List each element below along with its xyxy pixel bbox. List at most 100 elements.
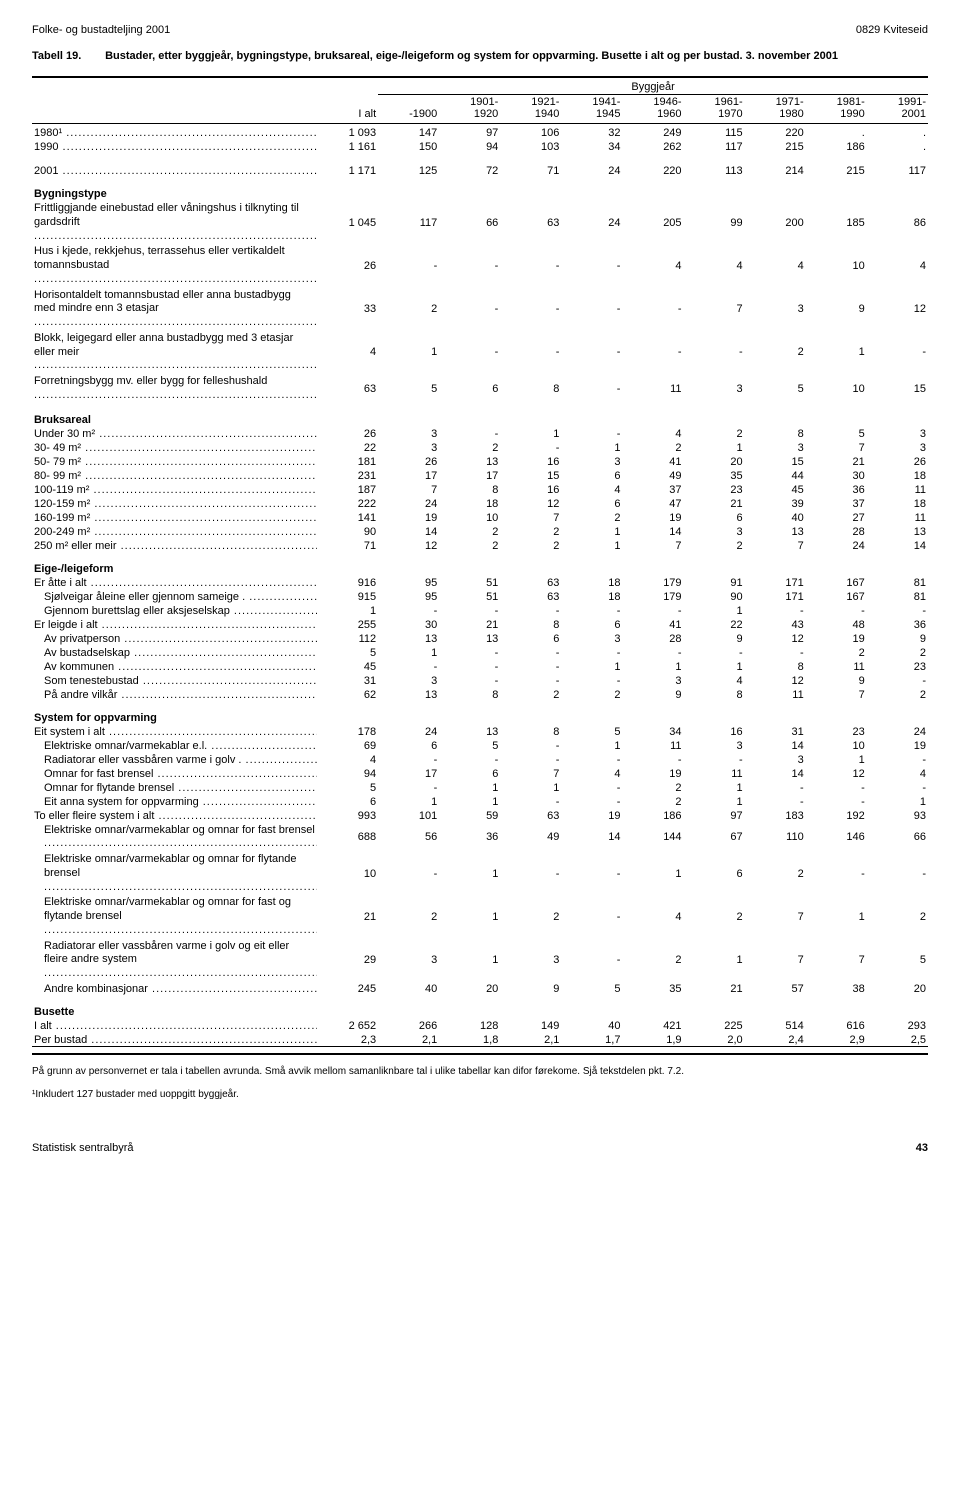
cell: 90 [317,525,378,539]
cell: 13 [867,525,928,539]
footer-right: 43 [916,1142,928,1154]
row-label: Eit anna system for oppvarming [32,795,317,809]
table-title: Tabell 19. Bustader, etter byggjeår, byg… [32,50,928,62]
cell: 215 [806,164,867,178]
cell: 103 [500,140,561,154]
super-header: Byggjeår [378,80,928,95]
cell: 21 [806,455,867,469]
cell: 5 [745,374,806,404]
cell: 110 [745,823,806,853]
cell: 24 [378,725,439,739]
cell: 30 [378,618,439,632]
cell: 6 [500,632,561,646]
cell: 63 [500,201,561,244]
table-row: Horisontaldelt tomannsbustad eller anna … [32,288,928,331]
cell: - [561,244,622,287]
table-row: Elektriske omnar/varmekablar og omnar fo… [32,823,928,853]
col-1921: 1921- 1940 [500,95,561,124]
cell: 916 [317,576,378,590]
cell: 144 [622,823,683,853]
cell: 231 [317,469,378,483]
row-label: Eit system i alt [32,725,317,739]
cell: 2 [684,539,745,553]
cell: - [622,753,683,767]
cell: 41 [622,455,683,469]
cell: 4 [622,895,683,938]
cell: 3 [684,525,745,539]
cell: 4 [317,331,378,374]
cell: 6 [561,469,622,483]
cell: 21 [439,618,500,632]
cell: 35 [684,469,745,483]
cell: 27 [806,511,867,525]
cell: 3 [867,441,928,455]
cell: 7 [806,688,867,702]
cell: 26 [378,455,439,469]
cell: 18 [867,469,928,483]
cell: 23 [867,660,928,674]
cell: 49 [622,469,683,483]
cell: 44 [745,469,806,483]
cell: 11 [622,374,683,404]
cell: 2 [684,895,745,938]
cell: 7 [745,895,806,938]
cell: 36 [867,618,928,632]
cell: 14 [745,767,806,781]
cell: 5 [317,781,378,795]
cell: - [561,939,622,982]
cell: 67 [684,823,745,853]
footnote-2: ¹Inkludert 127 bustader med uoppgitt byg… [32,1088,928,1102]
cell: 146 [806,823,867,853]
cell: 115 [684,126,745,140]
cell: 3 [378,674,439,688]
cell: 62 [317,688,378,702]
table-title-text: Bustader, etter byggjeår, bygningstype, … [105,50,885,62]
cell: 2 [378,895,439,938]
cell: 7 [806,939,867,982]
cell: 34 [622,725,683,739]
cell: 1 [439,852,500,895]
cell: 2 [622,441,683,455]
data-table: Byggjeår I alt -1900 1901- 1920 1921- 19… [32,80,928,1047]
cell: 9 [806,674,867,688]
table-row: Av privatperson11213136328912199 [32,632,928,646]
rule-before-body [32,1046,928,1047]
cell: 19 [867,739,928,753]
cell: 93 [867,809,928,823]
cell: 4 [561,767,622,781]
cell: 1 [500,781,561,795]
table-row: 80- 99 m²23117171564935443018 [32,469,928,483]
cell: 13 [378,688,439,702]
cell: - [439,646,500,660]
cell: 1 [561,660,622,674]
cell: 616 [806,1019,867,1033]
cell: 20 [867,982,928,996]
cell: 19 [378,511,439,525]
cell: - [500,646,561,660]
cell: 125 [378,164,439,178]
cell: 11 [867,511,928,525]
cell: 28 [622,632,683,646]
cell: 6 [684,852,745,895]
table-row: Sjølveigar åleine eller gjennom sameige … [32,590,928,604]
cell: 63 [500,590,561,604]
rule-top [32,76,928,78]
cell: 49 [500,823,561,853]
cell: - [867,604,928,618]
cell: 45 [745,483,806,497]
cell: 7 [806,441,867,455]
cell: 1 [806,753,867,767]
cell: 12 [867,288,928,331]
cell: 21 [684,497,745,511]
cell: - [439,427,500,441]
cell: 12 [806,767,867,781]
row-label: I alt [32,1019,317,1033]
table-row: Eit system i alt1782413853416312324 [32,725,928,739]
row-label: Av kommunen [32,660,317,674]
cell: 3 [745,753,806,767]
cell: 22 [684,618,745,632]
cell: . [867,140,928,154]
cell: - [867,674,928,688]
cell: 1 [561,525,622,539]
cell: - [500,331,561,374]
